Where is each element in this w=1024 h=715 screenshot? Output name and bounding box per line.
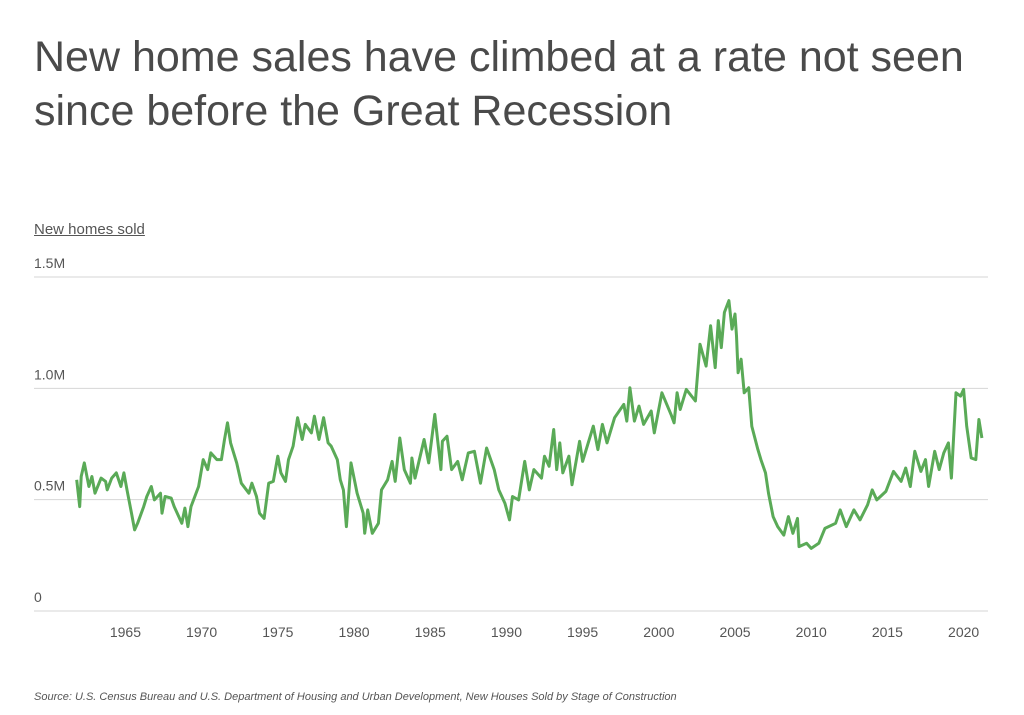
x-tick-labels: 1965 1970 1975 1980 1985 1990 1995 2000 2005 2010… [110,624,980,640]
x-tick-label: 2000 [643,624,674,640]
x-tick-label: 1990 [491,624,522,640]
x-tick-label: 1985 [415,624,446,640]
x-tick-label: 1975 [262,624,293,640]
y-axis-label: New homes sold [34,221,145,238]
y-tick-labels: 0 0.5M 1.0M 1.5M [34,255,65,605]
y-tick-label: 0.5M [34,478,65,494]
x-tick-label: 2005 [719,624,750,640]
chart-area: 00.5M1.0M1.5M 1965 1970 1975 1980 1985 1990 19… [34,255,988,640]
x-tick-label: 1965 [110,624,141,640]
y-tick-label: 0 [34,589,42,605]
series-line [75,299,984,550]
x-tick-label: 2020 [948,624,979,640]
x-tick-label: 2010 [796,624,827,640]
chart-title: New home sales have climbed at a rate no… [34,33,964,135]
y-tick-label: 1.5M [34,255,65,271]
x-tick-label: 1995 [567,624,598,640]
x-tick-label: 1980 [338,624,369,640]
y-tick-label: 1.0M [34,366,65,382]
source-note: Source: U.S. Census Bureau and U.S. Depa… [34,691,677,703]
x-tick-label: 2015 [872,624,903,640]
x-tick-label: 1970 [186,624,217,640]
gridlines [34,276,988,612]
